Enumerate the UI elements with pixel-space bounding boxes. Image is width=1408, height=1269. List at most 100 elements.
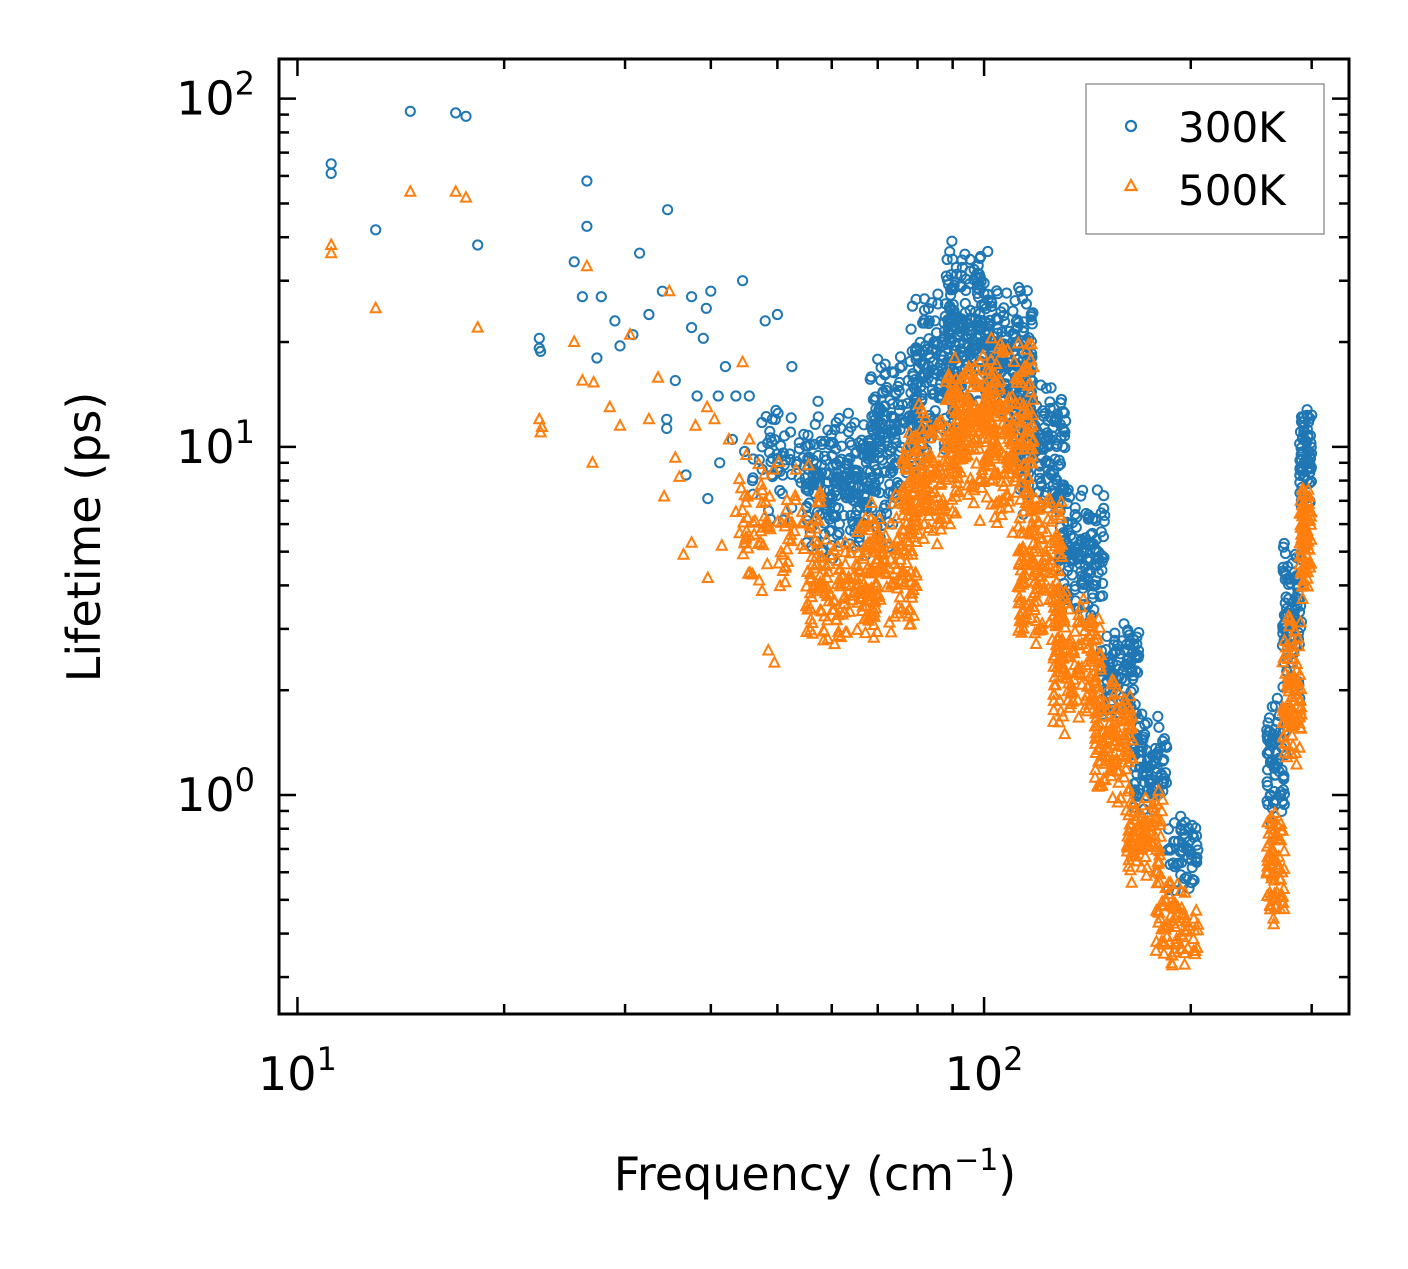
data-point-500k — [975, 480, 989, 493]
data-point-500k — [1055, 549, 1069, 562]
data-point-500k — [1285, 745, 1299, 759]
data-point-500k — [932, 416, 946, 430]
data-point-500k — [1266, 832, 1281, 845]
data-point-300k — [1139, 718, 1151, 731]
data-point-500k — [778, 574, 792, 588]
data-point-500k — [1105, 672, 1119, 686]
data-point-500k — [945, 503, 960, 517]
data-point-500k — [845, 588, 859, 601]
data-point-500k — [788, 488, 802, 501]
x-axis-label-text: Frequency (cm — [614, 1147, 954, 1201]
data-point-300k — [1064, 491, 1076, 503]
data-point-300k — [686, 322, 698, 334]
data-point-300k — [919, 370, 931, 382]
data-point-300k — [852, 482, 864, 494]
data-point-500k — [926, 523, 940, 536]
data-point-500k — [853, 591, 867, 605]
data-point-300k — [1027, 307, 1039, 319]
data-point-500k — [1047, 648, 1061, 661]
data-point-300k — [932, 288, 944, 300]
data-point-500k — [1109, 701, 1123, 714]
data-point-500k — [734, 480, 748, 494]
data-point-500k — [1053, 507, 1067, 521]
data-point-300k — [1011, 314, 1023, 326]
data-point-300k — [643, 308, 655, 321]
data-point-300k — [946, 333, 958, 345]
data-point-500k — [906, 509, 920, 523]
data-point-500k — [1072, 637, 1086, 650]
data-point-300k — [816, 438, 828, 451]
data-point-500k — [757, 466, 772, 480]
data-point-300k — [1128, 639, 1140, 651]
data-point-500k — [814, 603, 829, 617]
data-point-500k — [1125, 719, 1139, 733]
data-point-300k — [1070, 521, 1082, 533]
data-point-500k — [1090, 630, 1104, 644]
data-point-500k — [856, 598, 870, 612]
data-point-500k — [1019, 607, 1033, 620]
data-point-300k — [1159, 767, 1172, 779]
data-point-500k — [1299, 527, 1314, 540]
data-point-500k — [993, 372, 1007, 386]
data-point-300k — [849, 417, 861, 429]
data-point-500k — [1114, 790, 1128, 804]
data-point-300k — [885, 410, 897, 422]
data-point-500k — [1283, 613, 1297, 626]
data-point-500k — [890, 561, 904, 575]
data-point-300k — [1088, 558, 1101, 570]
data-point-300k — [906, 300, 919, 312]
data-point-300k — [823, 484, 835, 496]
data-point-500k — [1279, 639, 1293, 653]
data-point-500k — [992, 381, 1007, 395]
data-point-500k — [908, 565, 923, 578]
data-point-300k — [697, 332, 709, 344]
data-point-500k — [1016, 457, 1031, 470]
data-point-500k — [1123, 729, 1137, 742]
data-point-500k — [1158, 921, 1173, 935]
data-point-500k — [819, 531, 834, 545]
data-point-300k — [1190, 822, 1202, 834]
data-point-500k — [688, 418, 703, 431]
data-point-500k — [999, 398, 1013, 411]
data-point-500k — [1169, 931, 1184, 944]
data-point-500k — [1293, 535, 1307, 549]
data-point-500k — [883, 516, 898, 530]
data-point-500k — [1081, 640, 1095, 653]
data-point-300k — [929, 405, 941, 417]
data-point-300k — [1062, 484, 1074, 496]
data-point-300k — [1295, 442, 1307, 454]
data-point-500k — [1177, 910, 1191, 924]
data-point-500k — [1303, 512, 1317, 526]
data-point-500k — [1145, 835, 1160, 848]
data-point-500k — [930, 536, 944, 550]
data-point-500k — [1040, 524, 1054, 538]
data-point-300k — [962, 332, 974, 344]
data-point-300k — [753, 454, 765, 466]
data-point-500k — [459, 189, 473, 203]
x-tick-label: 102 — [945, 1040, 1024, 1101]
data-point-300k — [909, 345, 922, 357]
data-point-300k — [691, 390, 703, 402]
data-point-500k — [886, 495, 900, 509]
data-point-300k — [747, 472, 759, 484]
data-point-300k — [1040, 473, 1053, 485]
data-point-500k — [820, 612, 835, 626]
data-point-300k — [1279, 574, 1291, 586]
data-point-500k — [1186, 931, 1201, 944]
data-point-500k — [1001, 409, 1015, 423]
data-point-500k — [1052, 563, 1066, 577]
data-point-500k — [905, 585, 919, 599]
data-point-500k — [1075, 677, 1089, 690]
data-point-300k — [568, 256, 580, 268]
data-point-300k — [1058, 407, 1070, 419]
data-point-300k — [1069, 508, 1081, 521]
data-point-300k — [1123, 629, 1135, 641]
data-point-300k — [1051, 408, 1063, 420]
data-point-500k — [955, 440, 969, 454]
data-point-300k — [829, 424, 841, 436]
data-point-300k — [1268, 724, 1281, 736]
data-point-500k — [668, 450, 682, 463]
data-point-300k — [869, 391, 881, 403]
data-point-500k — [1082, 629, 1096, 642]
